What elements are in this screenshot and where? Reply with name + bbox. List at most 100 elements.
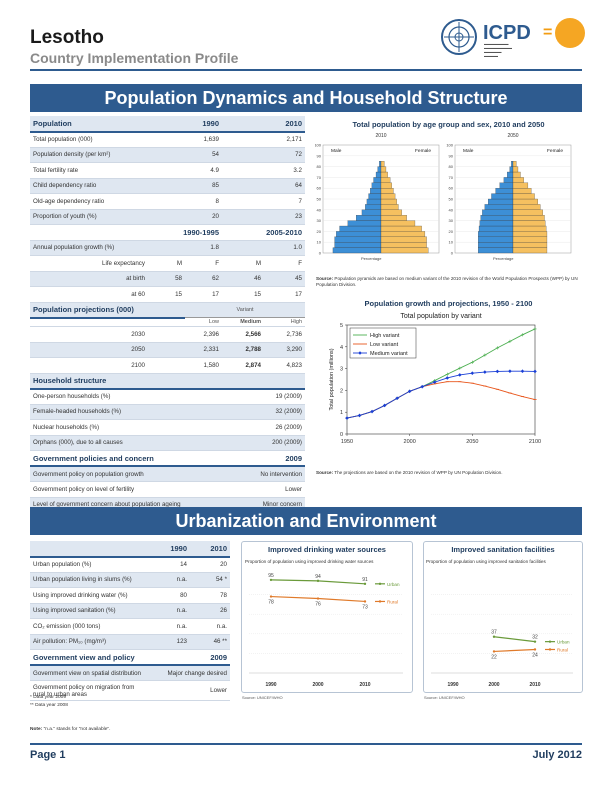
sanitation-chart-box [423,541,583,693]
y-tick-label: 4 [340,345,343,351]
age-tick-label: 0 [451,251,454,256]
y-tick-label: 3 [340,367,343,373]
male-bar [379,161,382,167]
section-banner-population: Population Dynamics and Household Struct… [30,84,582,112]
female-bar [512,247,548,254]
x-tick-label: 2000 [312,682,323,688]
age-tick-label: 0 [319,251,322,256]
female-bar [380,166,387,173]
header-rule [30,69,582,71]
legend-marker [548,640,552,643]
legend-label: High variant [370,333,400,339]
growth-heading: Population growth and projections, 1950 … [364,299,533,308]
female-bar [380,209,402,216]
x-axis-label: Percentage [493,256,514,261]
data-label: 94 [315,574,321,580]
female-bar [512,177,524,183]
data-label: 37 [491,630,497,636]
series-line-0 [493,636,536,643]
table-row: Population density (per km²) 54 72 [30,147,305,163]
age-tick-label: 80 [317,164,322,169]
female-bar [512,209,543,216]
series-line-1 [493,648,536,653]
age-tick-label: 40 [449,207,454,212]
icpd-logo-tagline: ▬▬▬▬▬▬▬ ▬▬▬▬▬▬▬▬ ▬▬▬▬▬ ▬▬▬▬ [484,42,512,58]
age-tick-label: 20 [317,229,322,234]
table-row: Government policy on level of fertility L… [30,481,305,498]
male-bar [377,166,382,173]
water-source: Source: UNICEF/WHO [242,695,283,700]
data-point [445,372,449,376]
x-tick-label: 2010 [529,682,540,688]
male-bar [488,198,514,205]
female-bar [512,198,538,205]
data-point [520,369,525,374]
male-bar [478,247,514,254]
female-bar [380,215,407,221]
age-tick-label: 30 [317,218,322,223]
female-bar [380,225,422,232]
female-bar [512,242,548,248]
table-row: One-person households (%) 19 (2009) [30,388,305,405]
male-bar [511,161,514,167]
data-point [458,373,462,377]
male-bar [336,231,382,237]
projections-heading: Population projections (000) [30,302,185,319]
x-tick-label: 2100 [529,439,541,445]
male-bar [370,188,382,194]
data-label: 24 [532,652,538,658]
data-point [357,413,362,418]
section-banner-urbanization: Urbanization and Environment [30,507,582,535]
data-point [495,346,499,350]
data-label: 95 [268,573,274,579]
male-bar [482,209,514,216]
legend-label: Medium variant [370,351,408,357]
table-row: at birth 58 62 46 45 [30,271,305,287]
female-bar [512,171,521,178]
legend-marker [378,600,382,603]
age-tick-label: 10 [317,240,322,245]
table-row: Government policy on population growth No… [30,466,305,482]
icpd-logo-text: ICPD [483,22,531,44]
data-point [495,369,500,374]
data-point [269,578,273,582]
policies-heading: Government policies and concern [30,450,222,467]
pyramid-year: 2050 [507,133,518,139]
legend-label: Low variant [370,342,399,348]
data-point [508,369,512,374]
logo-equals: = [543,24,553,41]
urbanization-table: 1990 2010 Urban population (%) 14 20 Urban … [30,541,230,701]
pyramid-title: Total population by age group and sex, 2… [352,120,545,129]
male-label: Male [463,148,474,154]
legend-box [349,327,417,359]
female-bar [512,182,529,189]
sanitation-chart-subtitle: Proportion of population using improved … [426,559,546,564]
data-point [533,327,537,331]
age-tick-label: 70 [449,175,454,180]
female-bar [380,220,416,227]
data-point [395,396,399,401]
legend-label: Urban [557,640,570,645]
age-tick-label: 10 [449,240,454,245]
report-date: July 2012 [532,749,582,761]
age-tick-label: 90 [449,153,454,158]
table-row: Annual population growth (%) 1.8 1.0 [30,240,305,256]
table-row: Using improved sanitation (%) n.a. 26 [30,603,230,619]
page-number: Page 1 [30,749,66,761]
x-tick-label: 2010 [359,682,370,688]
female-bar [380,236,427,243]
na-note: Note: "n.a." stands for "not available". [30,727,111,732]
female-bar [380,177,391,183]
data-point [508,339,512,343]
male-bar [368,193,382,200]
plot-frame [346,324,536,435]
male-bar [484,204,514,210]
data-point [407,389,412,394]
age-tick-label: 40 [317,207,322,212]
data-label: 76 [315,602,321,608]
female-bar [512,231,548,237]
profile-subtitle: Country Implementation Profile [30,50,239,66]
legend-marker [548,648,552,651]
un-emblem-icon [441,19,477,55]
male-bar [478,225,514,232]
